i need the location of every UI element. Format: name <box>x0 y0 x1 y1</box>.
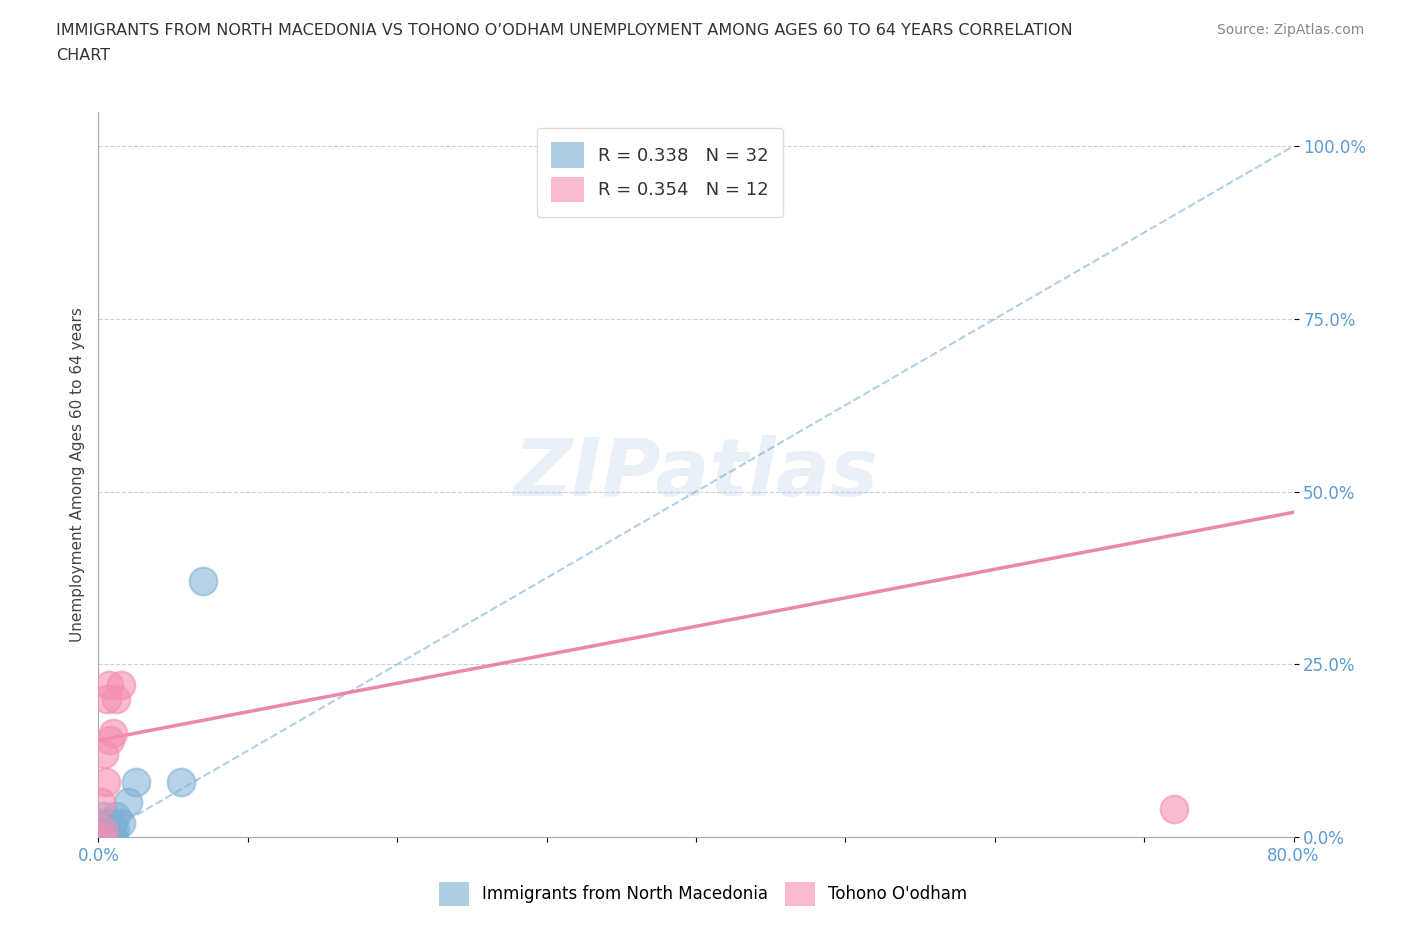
Point <box>98 733 122 748</box>
Y-axis label: Unemployment Among Ages 60 to 64 years: Unemployment Among Ages 60 to 64 years <box>69 307 84 642</box>
Point <box>89 830 111 844</box>
Point <box>98 823 122 838</box>
Point <box>94 830 117 844</box>
Point <box>89 830 111 844</box>
Point <box>110 678 132 693</box>
Point <box>90 830 112 844</box>
Point <box>191 574 214 589</box>
Point <box>90 830 112 844</box>
Point <box>91 809 114 824</box>
Point <box>91 823 114 838</box>
Point <box>91 830 114 844</box>
Point <box>94 830 117 844</box>
Point <box>90 795 112 810</box>
Point <box>97 678 120 693</box>
Point <box>93 830 115 844</box>
Text: IMMIGRANTS FROM NORTH MACEDONIA VS TOHONO O’ODHAM UNEMPLOYMENT AMONG AGES 60 TO : IMMIGRANTS FROM NORTH MACEDONIA VS TOHON… <box>56 23 1073 38</box>
Point <box>105 691 128 706</box>
Point <box>96 830 118 844</box>
Text: CHART: CHART <box>56 48 110 63</box>
Point <box>94 816 117 830</box>
Point <box>96 823 118 838</box>
Point <box>110 816 132 830</box>
Point <box>90 816 112 830</box>
Point <box>96 691 118 706</box>
Point <box>91 830 114 844</box>
Point <box>101 830 124 844</box>
Point <box>93 823 115 838</box>
Legend: R = 0.338   N = 32, R = 0.354   N = 12: R = 0.338 N = 32, R = 0.354 N = 12 <box>537 128 783 217</box>
Point <box>97 816 120 830</box>
Point <box>93 747 115 762</box>
Point <box>94 775 117 790</box>
Point <box>104 823 127 838</box>
Text: Source: ZipAtlas.com: Source: ZipAtlas.com <box>1216 23 1364 37</box>
Point <box>103 830 125 844</box>
Point <box>103 726 125 741</box>
Point <box>89 830 111 844</box>
Text: ZIPatlas: ZIPatlas <box>513 435 879 513</box>
Legend: Immigrants from North Macedonia, Tohono O'odham: Immigrants from North Macedonia, Tohono … <box>432 875 974 912</box>
Point <box>117 795 139 810</box>
Point <box>93 830 115 844</box>
Point <box>89 823 111 838</box>
Point <box>105 809 128 824</box>
Point <box>97 830 120 844</box>
Point <box>169 775 191 790</box>
Point <box>125 775 148 790</box>
Point <box>101 823 124 838</box>
Point <box>103 816 125 830</box>
Point <box>91 823 114 838</box>
Point <box>1163 802 1185 817</box>
